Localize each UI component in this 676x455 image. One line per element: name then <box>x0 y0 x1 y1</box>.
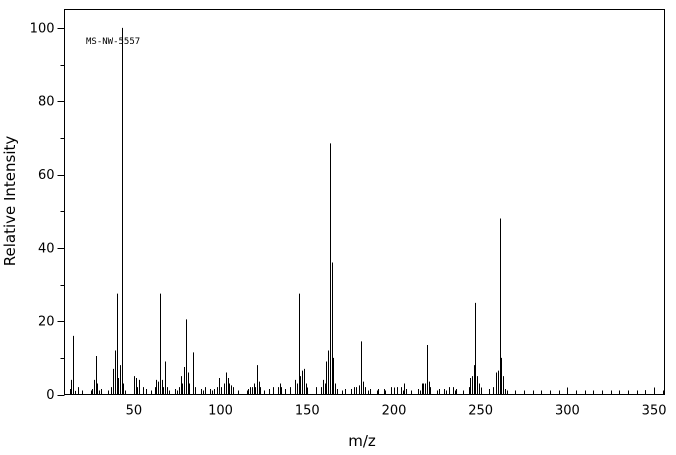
x-axis-title: m/z <box>348 432 376 450</box>
y-axis: 0 20 40 60 80 100 <box>30 21 65 403</box>
x-tick-label: 100 <box>208 404 233 419</box>
x-axis: 50 100 150 200 250 300 350 <box>73 387 667 419</box>
x-tick-label: 150 <box>295 404 320 419</box>
x-tick-label: 200 <box>382 404 407 419</box>
x-tick-label: 350 <box>642 404 667 419</box>
y-axis-title: Relative Intensity <box>1 136 19 267</box>
x-tick-label: 300 <box>555 404 580 419</box>
y-tick-label: 20 <box>38 315 55 330</box>
y-tick-label: 100 <box>30 21 55 36</box>
y-tick-label: 40 <box>38 241 55 256</box>
spectrum-id-annotation: MS-NW-5557 <box>86 37 140 47</box>
x-tick-label: 250 <box>468 404 493 419</box>
peaks-group <box>70 27 646 395</box>
plot-frame <box>64 9 665 395</box>
y-tick-label: 80 <box>38 95 55 110</box>
y-tick-label: 60 <box>38 168 55 183</box>
x-tick-label: 50 <box>126 404 143 419</box>
y-tick-label: 0 <box>46 388 54 403</box>
